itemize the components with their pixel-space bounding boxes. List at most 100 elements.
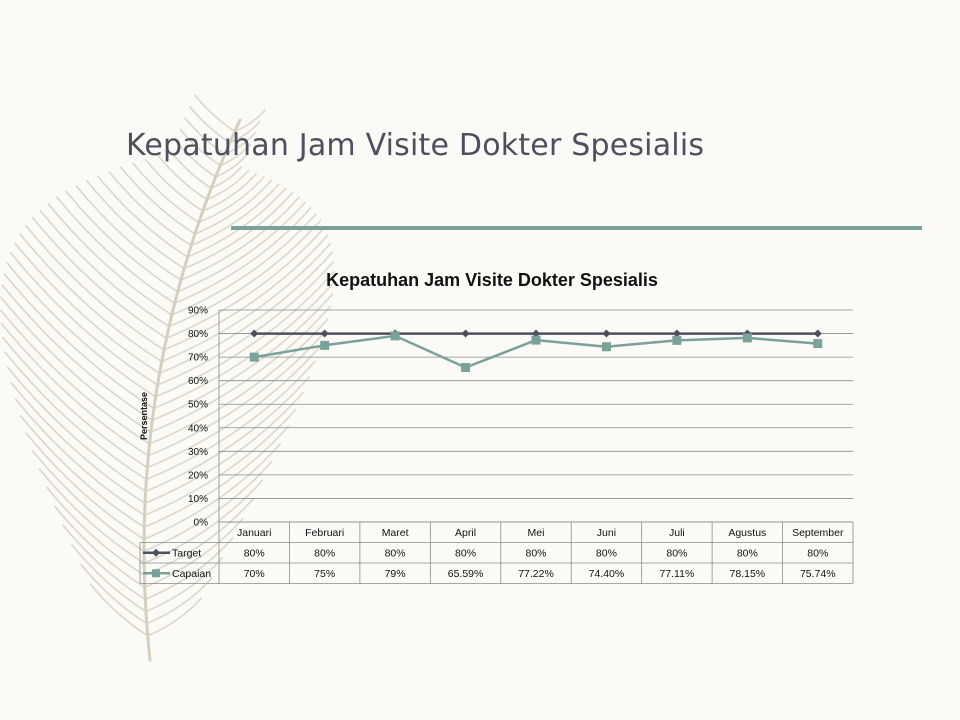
feather-barb: [143, 479, 264, 564]
table-value: 70%: [244, 568, 265, 580]
feather-barb: [38, 468, 145, 564]
y-tick-label: 80%: [188, 329, 208, 340]
feather-barb: [9, 251, 159, 386]
table-value: 77.11%: [659, 568, 694, 580]
slide-title: Kepatuhan Jam Visite Dokter Spesialis: [126, 128, 705, 163]
chart-title: Kepatuhan Jam Visite Dokter Spesialis: [326, 270, 658, 290]
feather-barb: [165, 226, 326, 339]
feather-barb: [80, 563, 148, 625]
feather-barb: [0, 322, 150, 457]
feather-barb: [174, 140, 217, 178]
y-tick-label: 10%: [188, 494, 208, 505]
feather-barb: [144, 537, 234, 601]
y-axis-label: Persentase: [139, 392, 149, 440]
feather-barb: [3, 273, 155, 410]
data-point-capaian: [742, 333, 752, 343]
feather-barb: [85, 180, 185, 270]
feather-barb: [173, 207, 312, 305]
feather-barb: [219, 143, 252, 167]
y-tick-label: 50%: [188, 400, 208, 411]
table-value: 80%: [385, 548, 406, 560]
feather-barb: [14, 242, 161, 375]
feather-barb: [198, 176, 265, 224]
data-point-target: [672, 329, 681, 338]
feather-barb: [143, 425, 290, 528]
table-value: 75%: [314, 568, 335, 580]
series-name-target: Target: [172, 548, 201, 560]
feather-barb: [157, 155, 208, 201]
table-value: 80%: [244, 548, 265, 560]
feather-barb: [160, 242, 332, 363]
feather-barb: [1, 336, 149, 469]
data-point-capaian: [320, 340, 330, 350]
feather-barb: [194, 94, 236, 133]
table-value: 80%: [314, 548, 335, 560]
feather-barb: [154, 271, 335, 398]
table-value: 80%: [596, 548, 617, 560]
feather-barb: [4, 351, 148, 481]
feather-barb: [65, 190, 179, 293]
data-point-capaian: [249, 352, 259, 362]
feather-barb: [143, 408, 297, 517]
feather-barb: [202, 172, 258, 212]
feather-barb: [183, 191, 294, 270]
feather-barb: [158, 251, 333, 375]
feather-barb: [145, 557, 224, 613]
table-value: 80%: [807, 548, 828, 560]
category-label: Februari: [305, 527, 344, 539]
feather-barb: [144, 376, 311, 493]
feather-barb: [190, 183, 280, 247]
data-point-target: [602, 329, 611, 338]
feather-barb: [75, 185, 182, 281]
category-label: April: [455, 527, 476, 539]
series-name-capaian: Capaian: [172, 568, 211, 580]
feather-barb: [151, 293, 334, 422]
data-point-capaian: [672, 335, 682, 345]
table-value: 74.40%: [589, 568, 625, 580]
feather-barb: [0, 309, 151, 445]
table-value: 80%: [455, 548, 476, 560]
feather-barb: [132, 162, 200, 224]
feather-barb: [144, 158, 204, 212]
feather-barb: [147, 331, 325, 457]
category-label: Agustus: [728, 527, 766, 539]
title-divider: [231, 226, 922, 230]
table-value: 78.15%: [730, 568, 766, 580]
feather-barb: [89, 583, 149, 637]
data-point-target: [532, 329, 540, 338]
feather-barb: [6, 366, 147, 493]
legend-key-marker: [152, 548, 160, 557]
feather-barb: [0, 296, 152, 433]
feather-barb: [146, 346, 321, 469]
feather-barb: [10, 382, 146, 505]
category-label: Juni: [597, 527, 616, 539]
feather-barb: [56, 196, 176, 305]
y-tick-label: 70%: [188, 353, 208, 364]
feather-barb: [145, 360, 316, 481]
category-label: Mei: [528, 527, 545, 539]
feather-barb: [180, 196, 300, 281]
table-value: 80%: [737, 548, 758, 560]
feather-barb: [214, 155, 247, 178]
category-label: Maret: [382, 527, 409, 539]
feather-barb: [25, 224, 165, 351]
feather-barb: [39, 209, 170, 328]
feather-barb: [62, 524, 147, 601]
feather-barb: [1, 284, 154, 422]
feather-barb: [96, 175, 189, 258]
feather-barb: [71, 544, 147, 613]
feather-barb: [47, 202, 173, 316]
y-tick-label: 40%: [188, 423, 208, 434]
feather-barb: [146, 597, 202, 637]
category-label: Juli: [669, 527, 685, 539]
feather-barb: [144, 392, 304, 505]
feather-barb: [19, 233, 163, 363]
data-point-capaian: [813, 339, 823, 349]
feather-barb: [176, 201, 306, 293]
feather-barb: [54, 505, 146, 589]
data-point-capaian: [601, 342, 611, 352]
feather-barb: [120, 166, 196, 235]
table-value: 80%: [666, 548, 687, 560]
feather-barb: [224, 132, 256, 155]
